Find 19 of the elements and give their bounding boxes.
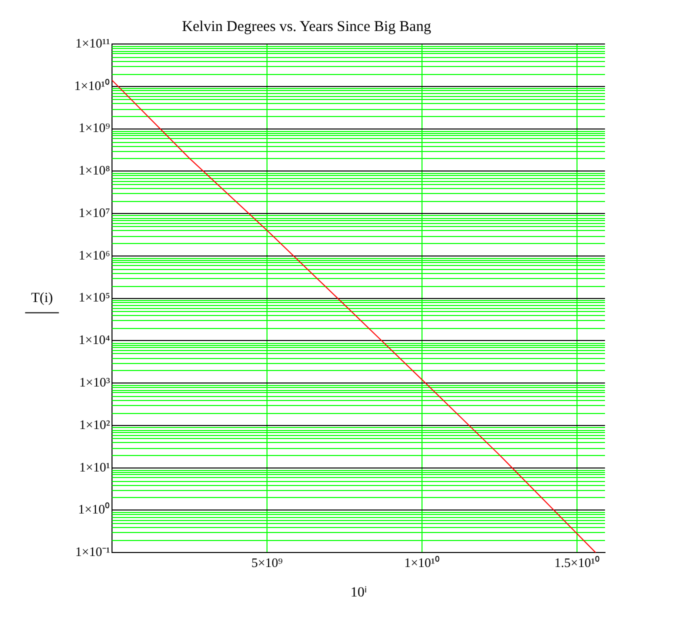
y-axis-title: T(i): [31, 290, 54, 306]
x-tick-label: 5×10⁹: [251, 554, 284, 570]
x-axis-title: 10ⁱ: [350, 585, 366, 600]
y-tick-label: 1×10¹⁰: [74, 78, 110, 93]
y-tick-label: 1×10¹: [79, 459, 110, 474]
y-tick-label: 1×10³: [79, 374, 110, 390]
x-tick-label: 1×10¹⁰: [404, 554, 440, 570]
y-tick-label: 1×10²: [79, 416, 110, 432]
y-tick-label: 1×10⁶: [78, 247, 110, 262]
y-tick-label: 1×10⁷: [78, 204, 110, 220]
chart-title: Kelvin Degrees vs. Years Since Big Bang: [182, 18, 432, 35]
y-tick-label: 1×10⁸: [78, 162, 110, 178]
y-tick-label: 1×10⁻¹: [75, 544, 110, 560]
y-tick-label: 1×10⁵: [78, 290, 110, 305]
y-tick-label: 1×10⁰: [78, 502, 110, 517]
y-tick-label: 1×10⁴: [78, 332, 110, 348]
y-tick-label: 1×10⁹: [78, 120, 110, 136]
y-tick-label: 1×10¹¹: [75, 35, 110, 50]
x-tick-label: 1.5×10¹⁰: [554, 554, 600, 570]
